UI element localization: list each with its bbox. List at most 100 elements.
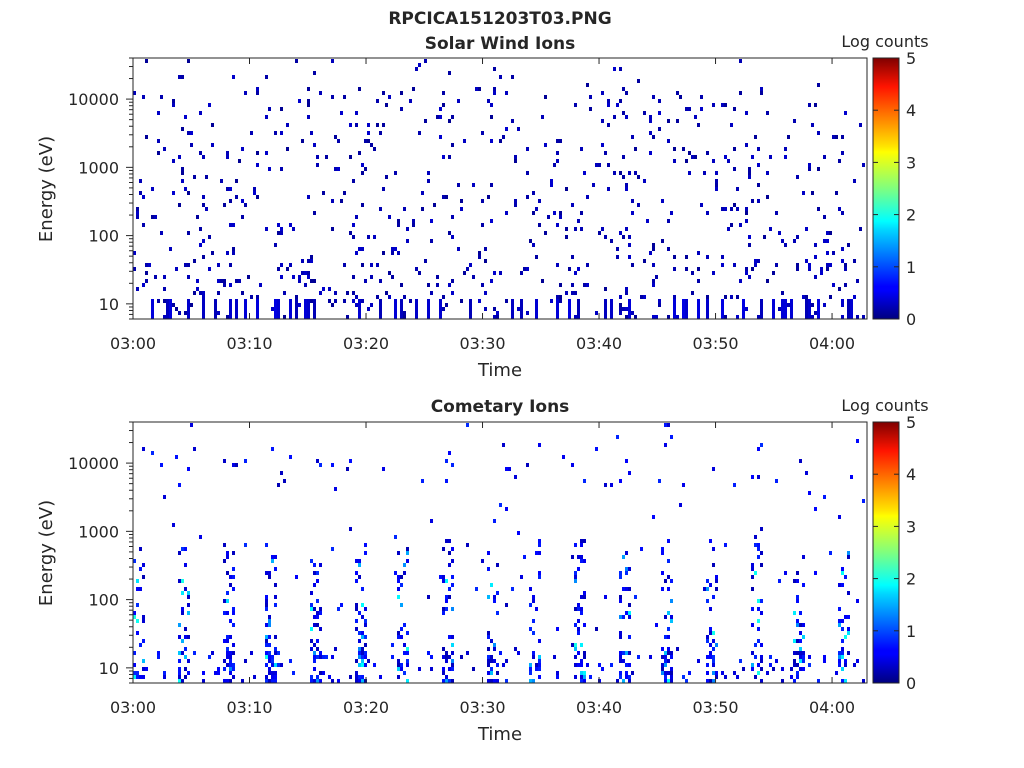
- heatmap-cell: [268, 619, 271, 623]
- heatmap-cell: [361, 675, 364, 679]
- heatmap-cell: [328, 287, 331, 291]
- heatmap-cell: [838, 651, 841, 655]
- heatmap-cell: [403, 295, 406, 299]
- heatmap-cell: [358, 87, 361, 91]
- heatmap-cell: [322, 287, 325, 291]
- heatmap-cell: [493, 91, 496, 95]
- heatmap-cell: [490, 115, 493, 119]
- heatmap-cell: [355, 659, 358, 663]
- heatmap-cell: [688, 671, 691, 675]
- heatmap-cell: [226, 551, 229, 555]
- heatmap-cell: [142, 619, 145, 623]
- heatmap-cell: [823, 155, 826, 159]
- heatmap-cell: [841, 567, 844, 571]
- heatmap-cell: [313, 643, 316, 647]
- heatmap-cell: [598, 231, 601, 235]
- heatmap-cell: [355, 671, 358, 675]
- heatmap-cell: [571, 255, 574, 259]
- heatmap-cell: [241, 215, 244, 219]
- heatmap-cell: [664, 675, 667, 679]
- heatmap-cell: [181, 547, 184, 551]
- heatmap-cell: [331, 303, 334, 307]
- heatmap-cell: [310, 639, 313, 643]
- heatmap-cell: [550, 299, 553, 303]
- x-axis-label-cometary: Time: [477, 724, 522, 745]
- heatmap-cell: [760, 563, 763, 567]
- heatmap-cell: [313, 615, 316, 619]
- heatmap-cell: [532, 679, 535, 683]
- heatmap-cell: [355, 251, 358, 255]
- heatmap-cell: [625, 227, 628, 231]
- heatmap-cell: [181, 611, 184, 615]
- heatmap-cell: [766, 671, 769, 675]
- heatmap-cell: [682, 299, 685, 319]
- heatmap-cell: [781, 679, 784, 683]
- heatmap-cell: [802, 655, 805, 659]
- heatmap-cell: [571, 203, 574, 207]
- heatmap-cell: [442, 671, 445, 675]
- heatmap-cell: [628, 603, 631, 607]
- heatmap-cell: [796, 595, 799, 599]
- heatmap-cell: [271, 555, 274, 559]
- heatmap-cell: [301, 139, 304, 143]
- heatmap-cell: [604, 299, 607, 319]
- heatmap-cell: [796, 571, 799, 575]
- heatmap-cell: [835, 191, 838, 195]
- heatmap-cell: [226, 635, 229, 639]
- heatmap-cell: [622, 659, 625, 663]
- heatmap-cell: [271, 663, 274, 667]
- heatmap-cell: [187, 635, 190, 639]
- heatmap-cell: [361, 635, 364, 639]
- heatmap-cell: [796, 651, 799, 655]
- heatmap-cell: [136, 671, 139, 675]
- heatmap-cell: [493, 679, 496, 683]
- heatmap-cell: [214, 299, 217, 319]
- heatmap-cell: [619, 599, 622, 603]
- heatmap-cell: [712, 159, 715, 163]
- heatmap-cell: [445, 599, 448, 603]
- heatmap-cell: [862, 499, 865, 503]
- heatmap-cell: [232, 223, 235, 227]
- heatmap-cell: [400, 91, 403, 95]
- heatmap-cell: [550, 179, 553, 183]
- heatmap-cell: [607, 123, 610, 127]
- heatmap-cell: [364, 635, 367, 639]
- heatmap-cell: [322, 655, 325, 659]
- heatmap-cell: [364, 551, 367, 555]
- heatmap-cell: [556, 675, 559, 679]
- heatmap-cell: [709, 651, 712, 655]
- heatmap-cell: [133, 251, 136, 255]
- heatmap-cell: [700, 203, 703, 207]
- heatmap-cell: [448, 71, 451, 75]
- heatmap-cell: [529, 239, 532, 243]
- heatmap-cell: [445, 655, 448, 659]
- heatmap-cell: [709, 655, 712, 659]
- heatmap-cell: [484, 259, 487, 263]
- heatmap-cell: [532, 243, 535, 247]
- heatmap-cell: [670, 679, 673, 683]
- heatmap-cell: [697, 251, 700, 255]
- heatmap-cell: [400, 627, 403, 631]
- heatmap-cell: [379, 675, 382, 679]
- heatmap-cell: [535, 207, 538, 211]
- heatmap-cell: [685, 299, 688, 319]
- heatmap-cell: [436, 275, 439, 279]
- heatmap-cell: [760, 87, 763, 91]
- heatmap-cell: [172, 99, 175, 103]
- heatmap-cell: [268, 623, 271, 627]
- heatmap-cell: [682, 483, 685, 487]
- heatmap-cell: [775, 659, 778, 663]
- heatmap-cell: [178, 679, 181, 683]
- heatmap-cell: [628, 615, 631, 619]
- heatmap-cell: [457, 99, 460, 103]
- heatmap-cell: [538, 199, 541, 203]
- heatmap-cell: [601, 91, 604, 95]
- heatmap-cell: [343, 263, 346, 267]
- heatmap-cell: [766, 171, 769, 175]
- heatmap-cell: [268, 167, 271, 171]
- x-tick-label: 03:20: [343, 334, 389, 353]
- heatmap-cell: [712, 631, 715, 635]
- heatmap-cell: [841, 667, 844, 671]
- y-tick-label: 1000: [78, 158, 119, 177]
- heatmap-cell: [145, 271, 148, 275]
